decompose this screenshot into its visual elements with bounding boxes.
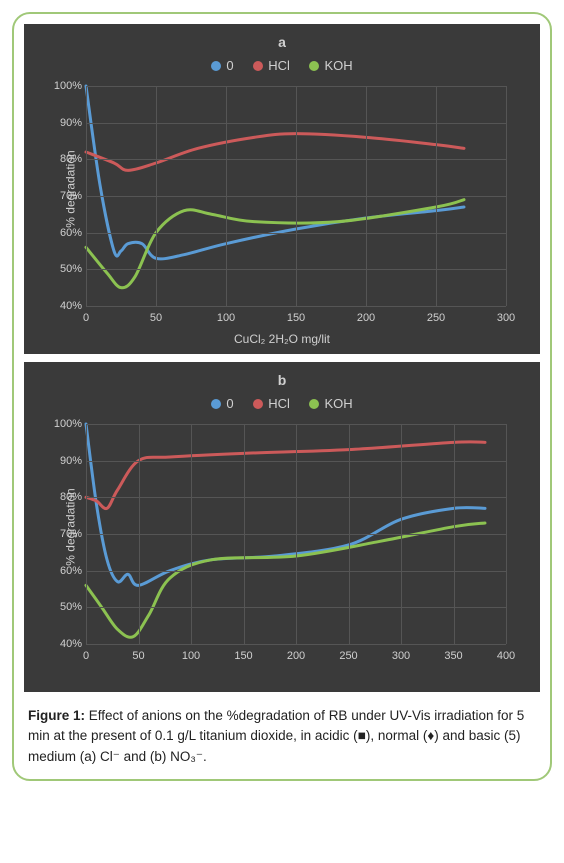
xtick-label: 0 [83, 650, 89, 662]
ytick-label: 60% [44, 227, 82, 239]
legend-label-koh: KOH [324, 58, 352, 73]
legend-label-0: 0 [226, 58, 233, 73]
legend-item-koh: KOH [309, 396, 352, 411]
ytick-label: 50% [44, 263, 82, 275]
ytick-label: 60% [44, 565, 82, 577]
chart-panel-b: b 0 HCl KOH % degradation 40%50%60%70%80… [24, 362, 540, 692]
figure-container: a 0 HCl KOH % degradation 40%50%60%70%80… [12, 12, 552, 781]
ytick-label: 50% [44, 601, 82, 613]
panel-a-legend: 0 HCl KOH [24, 58, 540, 74]
legend-item-0: 0 [211, 396, 233, 411]
legend-item-hcl: HCl [253, 396, 290, 411]
ytick-label: 90% [44, 117, 82, 129]
xtick-label: 100 [182, 650, 200, 662]
series-line-hcl [86, 134, 464, 171]
legend-label-0: 0 [226, 396, 233, 411]
xtick-label: 150 [287, 312, 305, 324]
legend-item-0: 0 [211, 58, 233, 73]
panel-b-legend: 0 HCl KOH [24, 396, 540, 412]
legend-label-hcl: HCl [268, 396, 290, 411]
panel-b-title: b [24, 372, 540, 388]
ytick-label: 90% [44, 455, 82, 467]
ytick-label: 40% [44, 300, 82, 312]
xtick-label: 100 [217, 312, 235, 324]
panel-a-xlabel: CuCl₂ 2H₂O mg/lit [24, 332, 540, 346]
xtick-label: 50 [132, 650, 144, 662]
series-line-hcl [86, 442, 485, 509]
ytick-label: 70% [44, 528, 82, 540]
circle-icon [309, 399, 319, 409]
xtick-label: 300 [497, 312, 515, 324]
circle-icon [253, 399, 263, 409]
legend-item-hcl: HCl [253, 58, 290, 73]
xtick-label: 0 [83, 312, 89, 324]
xtick-label: 50 [150, 312, 162, 324]
legend-label-hcl: HCl [268, 58, 290, 73]
xtick-label: 200 [357, 312, 375, 324]
xtick-label: 300 [392, 650, 410, 662]
circle-icon [211, 61, 221, 71]
circle-icon [211, 399, 221, 409]
circle-icon [253, 61, 263, 71]
ytick-label: 40% [44, 638, 82, 650]
plot-area-b: 40%50%60%70%80%90%100%050100150200250300… [86, 424, 506, 644]
panel-a-title: a [24, 34, 540, 50]
ytick-label: 80% [44, 491, 82, 503]
legend-label-koh: KOH [324, 396, 352, 411]
ytick-label: 70% [44, 190, 82, 202]
xtick-label: 350 [444, 650, 462, 662]
series-line-zero [86, 424, 485, 585]
figure-caption: Figure 1: Effect of anions on the %degra… [24, 700, 540, 769]
xtick-label: 250 [339, 650, 357, 662]
caption-text: Effect of anions on the %degradation of … [28, 708, 524, 764]
circle-icon [309, 61, 319, 71]
caption-label: Figure 1: [28, 708, 85, 723]
xtick-label: 250 [427, 312, 445, 324]
series-line-koh [86, 523, 485, 637]
chart-panel-a: a 0 HCl KOH % degradation 40%50%60%70%80… [24, 24, 540, 354]
ytick-label: 100% [44, 418, 82, 430]
ytick-label: 80% [44, 153, 82, 165]
legend-item-koh: KOH [309, 58, 352, 73]
xtick-label: 150 [234, 650, 252, 662]
ytick-label: 100% [44, 80, 82, 92]
plot-area-a: 40%50%60%70%80%90%100%050100150200250300 [86, 86, 506, 306]
xtick-label: 400 [497, 650, 515, 662]
xtick-label: 200 [287, 650, 305, 662]
